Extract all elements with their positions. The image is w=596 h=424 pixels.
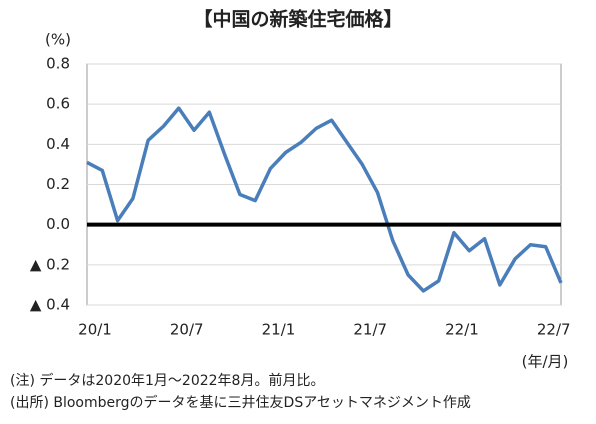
y-tick-label: ▲ 0.4 [30, 296, 70, 314]
note: (出所) Bloombergのデータを基に三井住友DSアセットマネジメント作成 [10, 394, 471, 411]
x-tick-label: 20/7 [170, 321, 204, 339]
x-tick-label: 20/1 [78, 321, 112, 339]
x-tick-label: 21/1 [262, 321, 296, 339]
y-tick-label: 0.6 [46, 95, 70, 113]
x-tick-label: 22/1 [445, 321, 479, 339]
x-tick-label: 22/7 [537, 321, 571, 339]
y-tick-label: 0.0 [46, 215, 70, 233]
x-tick-label: 21/7 [353, 321, 387, 339]
y-tick-label: 0.2 [46, 175, 70, 193]
note: (注) データは2020年1月～2022年8月。前月比。 [10, 372, 324, 389]
y-tick-label: 0.8 [46, 55, 70, 73]
y-axis-label: (%) [45, 31, 71, 49]
data-line [86, 106, 563, 293]
y-tick-label: 0.4 [46, 135, 70, 153]
x-axis-label: (年/月) [522, 353, 569, 371]
chart-title: 【中国の新築住宅価格】 [193, 8, 402, 31]
y-tick-label: ▲ 0.2 [30, 255, 70, 273]
